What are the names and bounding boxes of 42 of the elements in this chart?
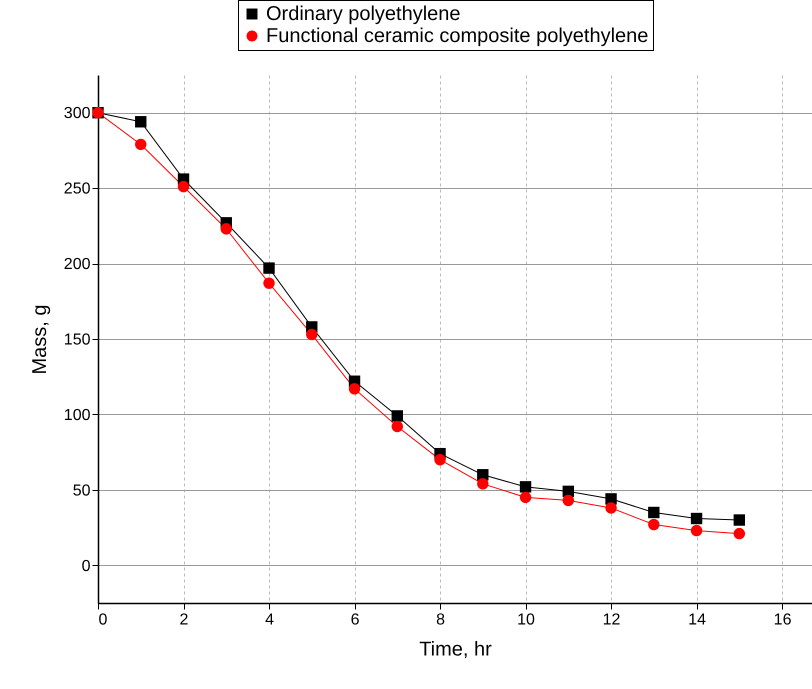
point: [562, 494, 574, 506]
point: [605, 502, 617, 514]
point: [392, 420, 403, 432]
y-tick-label: 200: [64, 256, 91, 274]
x-tick-label: 2: [180, 612, 189, 628]
y-tick-label: 50: [72, 482, 91, 500]
point: [263, 262, 275, 274]
y-tick-label: 150: [64, 332, 91, 348]
point: [734, 514, 746, 526]
legend-label: Ordinary polyethylene: [266, 3, 461, 25]
point: [263, 277, 275, 289]
point: [648, 518, 660, 530]
x-tick-label: 8: [436, 612, 446, 628]
y-tick-label: 100: [64, 406, 91, 424]
point: [734, 528, 746, 540]
x-tick-label: 4: [265, 612, 274, 628]
point: [220, 223, 232, 235]
y-tick-label: 0: [82, 558, 91, 575]
point: [178, 180, 190, 192]
point: [520, 492, 532, 504]
x-tick-label: 12: [602, 612, 621, 628]
x-tick-label: 0: [98, 612, 108, 628]
point: [648, 506, 660, 518]
point: [348, 383, 360, 394]
point: [477, 478, 488, 490]
x-tick-label: 14: [688, 612, 706, 628]
y-tick-label: 250: [64, 180, 91, 198]
x-tick-label: 6: [350, 612, 360, 628]
x-axis-title: Time, hr: [419, 638, 492, 660]
legend-label: Functional ceramic composite polyethylene: [266, 25, 648, 47]
point: [135, 138, 146, 150]
point: [690, 512, 702, 524]
point: [434, 454, 446, 466]
point: [135, 116, 146, 128]
x-tick-label: 16: [774, 612, 792, 628]
point: [690, 524, 702, 536]
point: [392, 410, 403, 422]
point: [520, 481, 532, 493]
x-tick-label: 10: [517, 612, 536, 628]
y-tick-label: 300: [64, 105, 91, 122]
y-axis-title: Mass, g: [28, 304, 51, 375]
point: [306, 328, 318, 340]
